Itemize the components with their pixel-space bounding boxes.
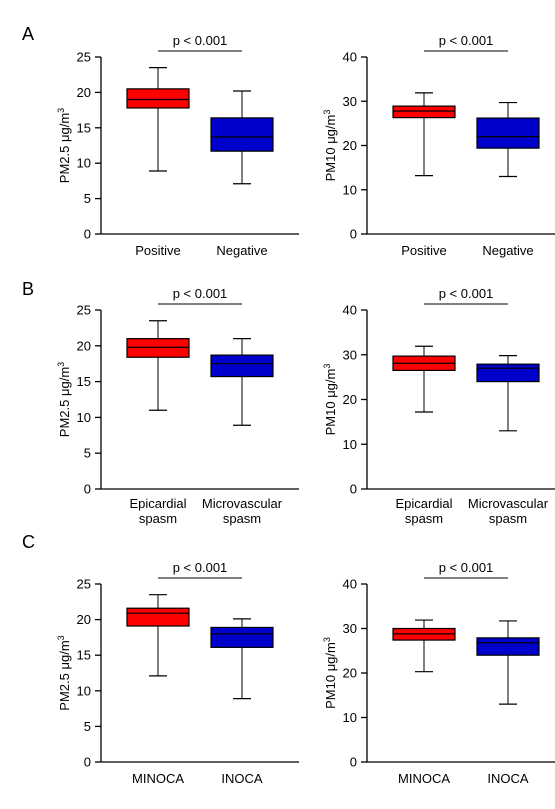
chart-1-p-value: p < 0.001: [173, 33, 228, 48]
chart-3-box-2-iqr: [210, 354, 274, 378]
chart-4-y-tick-label: 0: [350, 482, 357, 497]
chart-1-y-tick-label: 15: [77, 120, 91, 135]
chart-6-y-label: PM10 μg/m3: [322, 637, 338, 709]
chart-2-category-label: Negative: [482, 243, 533, 258]
chart-5-box-1-iqr: [126, 607, 190, 627]
chart-5-y-tick-label: 15: [77, 648, 91, 663]
chart-3-y-label: PM2.5 μg/m3: [56, 362, 72, 437]
chart-6-y-tick-label: 0: [350, 755, 357, 770]
chart-3-category-label: Microvascular: [202, 496, 283, 511]
chart-6-p-value: p < 0.001: [439, 560, 494, 575]
chart-1-y-tick-label: 10: [77, 156, 91, 171]
panel-label-a: A: [22, 24, 35, 44]
chart-1-category-label: Positive: [135, 243, 181, 258]
chart-4-y-tick-label: 10: [343, 437, 357, 452]
chart-2-y-tick-label: 30: [343, 94, 357, 109]
chart-4-y-tick-label: 20: [343, 392, 357, 407]
chart-1-y-label: PM2.5 μg/m3: [56, 108, 72, 183]
chart-5-y-tick-label: 10: [77, 683, 91, 698]
chart-3-y-tick-label: 0: [84, 482, 91, 497]
chart-3-y-tick-label: 5: [84, 446, 91, 461]
chart-1-y-tick-label: 5: [84, 191, 91, 206]
chart-5-y-tick-label: 25: [77, 577, 91, 592]
chart-1-y-tick-label: 0: [84, 227, 91, 242]
chart-1-category-label: Negative: [216, 243, 267, 258]
chart-2-box-1-iqr: [392, 105, 456, 119]
chart-6-box-2-iqr: [476, 637, 540, 656]
chart-3-y-tick-label: 20: [77, 338, 91, 353]
chart-5-y-tick-label: 5: [84, 719, 91, 734]
chart-3-y-tick-label: 15: [77, 374, 91, 389]
chart-2-y-tick-label: 40: [343, 50, 357, 65]
chart-5-category-label: MINOCA: [132, 771, 184, 786]
chart-3-p-value: p < 0.001: [173, 286, 228, 301]
chart-5-y-tick-label: 0: [84, 755, 91, 770]
chart-3-category-label: spasm: [139, 511, 177, 526]
chart-3-category-label: Epicardial: [129, 496, 186, 511]
chart-6-y-tick-label: 30: [343, 621, 357, 636]
chart-5-p-value: p < 0.001: [173, 560, 228, 575]
chart-4-category-label: spasm: [405, 511, 443, 526]
chart-3-y-tick-label: 25: [77, 303, 91, 318]
chart-4-category-label: Microvascular: [468, 496, 549, 511]
chart-5-category-label: INOCA: [221, 771, 263, 786]
chart-5-box-2-iqr: [210, 626, 274, 648]
chart-2-category-label: Positive: [401, 243, 447, 258]
chart-6-y-tick-label: 20: [343, 666, 357, 681]
chart-5-y-label: PM2.5 μg/m3: [56, 635, 72, 710]
chart-2-y-tick-label: 20: [343, 138, 357, 153]
chart-4-box-2-iqr: [476, 363, 540, 383]
chart-4-category-label: spasm: [489, 511, 527, 526]
chart-2-y-tick-label: 0: [350, 227, 357, 242]
chart-5-y-tick-label: 20: [77, 612, 91, 627]
chart-4-y-label: PM10 μg/m3: [322, 364, 338, 436]
chart-6-y-tick-label: 10: [343, 710, 357, 725]
chart-4-category-label: Epicardial: [395, 496, 452, 511]
chart-2-box-2-iqr: [476, 117, 540, 149]
chart-6-category-label: MINOCA: [398, 771, 450, 786]
chart-1-y-tick-label: 20: [77, 85, 91, 100]
chart-2-y-tick-label: 10: [343, 182, 357, 197]
chart-6-y-tick-label: 40: [343, 577, 357, 592]
chart-4-p-value: p < 0.001: [439, 286, 494, 301]
chart-3-category-label: spasm: [223, 511, 261, 526]
chart-2-p-value: p < 0.001: [439, 33, 494, 48]
chart-1-box-1-iqr: [126, 88, 190, 109]
chart-1-box-2-iqr: [210, 117, 274, 152]
chart-1-y-tick-label: 25: [77, 50, 91, 65]
chart-2-y-label: PM10 μg/m3: [322, 110, 338, 182]
chart-4-y-tick-label: 40: [343, 303, 357, 318]
panel-label-c: C: [22, 532, 35, 552]
panel-label-b: B: [22, 279, 35, 299]
chart-6-category-label: INOCA: [487, 771, 529, 786]
chart-3-box-1-iqr: [126, 338, 190, 358]
chart-3-y-tick-label: 10: [77, 410, 91, 425]
chart-4-y-tick-label: 30: [343, 347, 357, 362]
